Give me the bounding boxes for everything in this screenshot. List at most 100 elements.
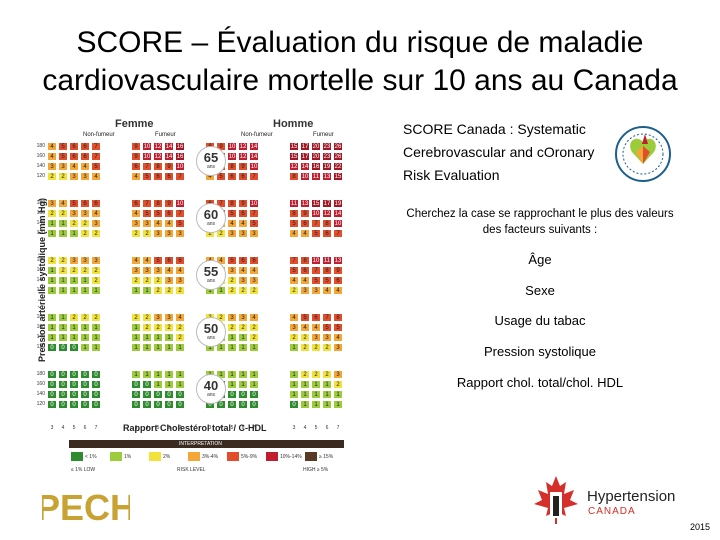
risk-cell: 10	[175, 162, 185, 171]
risk-cell: 1	[300, 380, 310, 389]
risk-cell: 5	[69, 199, 79, 208]
risk-cell: 3	[322, 333, 332, 342]
risk-cell: 9	[164, 199, 174, 208]
risk-cell: 5	[153, 256, 163, 265]
risk-cell: 3	[142, 219, 152, 228]
risk-cell: 1	[333, 400, 343, 409]
risk-cell: 2	[47, 172, 57, 181]
risk-cell: 4	[164, 266, 174, 275]
sbp-label: 120	[36, 230, 45, 236]
risk-cell: 0	[58, 380, 68, 389]
risk-cell: 3	[80, 256, 90, 265]
risk-cell: 2	[249, 333, 259, 342]
score-risk-chart: Femme Homme Non-fumeur Fumeur Non-fumeur…	[33, 112, 358, 484]
risk-cell: 3	[333, 343, 343, 352]
risk-cell: 3	[249, 229, 259, 238]
x-tick-label: 7	[252, 425, 256, 431]
risk-cell: 1	[131, 286, 141, 295]
risk-cell: 3	[153, 313, 163, 322]
risk-cell: 6	[238, 172, 248, 181]
legend-high: HIGH ≥ 5%	[303, 467, 329, 473]
risk-cell: 1	[238, 380, 248, 389]
risk-cell: 8	[227, 162, 237, 171]
risk-cell: 1	[47, 219, 57, 228]
age-unit: ans	[206, 335, 216, 341]
risk-cell: 23	[322, 142, 332, 151]
age-unit: ans	[206, 392, 216, 398]
risk-cell: 2	[91, 276, 101, 285]
risk-cell: 3	[58, 162, 68, 171]
risk-cell: 17	[300, 142, 310, 151]
risk-cell: 2	[300, 370, 310, 379]
risk-cell: 3	[47, 162, 57, 171]
risk-cell: 14	[249, 152, 259, 161]
risk-cell: 1	[153, 370, 163, 379]
x-tick-label: 6	[241, 425, 245, 431]
risk-cell: 1	[142, 333, 152, 342]
risk-cell: 1	[289, 370, 299, 379]
risk-cell: 2	[142, 229, 152, 238]
risk-cell: 6	[322, 229, 332, 238]
risk-cell: 0	[69, 400, 79, 409]
risk-cell: 4	[69, 162, 79, 171]
risk-cell: 1	[175, 370, 185, 379]
risk-cell: 12	[153, 152, 163, 161]
risk-cell: 4	[300, 229, 310, 238]
risk-cell: 0	[238, 400, 248, 409]
risk-cell: 7	[333, 229, 343, 238]
risk-cell: 19	[333, 199, 343, 208]
risk-cell: 0	[142, 380, 152, 389]
risk-cell: 12	[289, 162, 299, 171]
risk-cell: 7	[322, 313, 332, 322]
risk-cell: 1	[58, 229, 68, 238]
risk-cell: 4	[131, 172, 141, 181]
x-tick-label: 7	[178, 425, 182, 431]
risk-cell: 4	[289, 313, 299, 322]
risk-cell: 1	[153, 380, 163, 389]
risk-cell: 2	[249, 323, 259, 332]
risk-cell: 1	[69, 286, 79, 295]
risk-cell: 6	[131, 199, 141, 208]
risk-cell: 0	[80, 380, 90, 389]
risk-cell: 1	[249, 343, 259, 352]
risk-cell: 5	[300, 313, 310, 322]
risk-cell: 2	[164, 323, 174, 332]
risk-cell: 8	[153, 162, 163, 171]
risk-cell: 0	[142, 390, 152, 399]
male-nonsmoker-label: Non-fumeur	[241, 132, 273, 138]
sbp-label: 140	[36, 220, 45, 226]
risk-cell: 2	[80, 219, 90, 228]
risk-cell: 2	[142, 313, 152, 322]
risk-cell: 3	[131, 266, 141, 275]
risk-cell: 1	[47, 333, 57, 342]
risk-cell: 3	[91, 256, 101, 265]
sbp-label: 140	[36, 391, 45, 397]
risk-cell: 4	[91, 172, 101, 181]
legend-swatch	[188, 452, 200, 461]
risk-cell: 0	[91, 390, 101, 399]
legend-item-label: ≥ 15%	[319, 454, 334, 460]
x-tick-label: 4	[303, 425, 307, 431]
risk-cell: 8	[153, 199, 163, 208]
risk-cell: 6	[175, 256, 185, 265]
sbp-label: 180	[36, 257, 45, 263]
risk-cell: 11	[311, 172, 321, 181]
risk-cell: 5	[175, 219, 185, 228]
risk-cell: 4	[238, 266, 248, 275]
risk-cell: 4	[333, 333, 343, 342]
risk-cell: 6	[80, 152, 90, 161]
risk-cell: 1	[131, 343, 141, 352]
risk-cell: 1	[164, 333, 174, 342]
risk-cell: 0	[164, 390, 174, 399]
risk-cell: 1	[153, 333, 163, 342]
risk-cell: 1	[91, 286, 101, 295]
risk-cell: 0	[175, 390, 185, 399]
legend-item-label: 1%	[124, 454, 132, 460]
risk-cell: 2	[311, 343, 321, 352]
risk-cell: 1	[227, 333, 237, 342]
factor-cholesterol-ratio: Rapport chol. total/chol. HDL	[456, 375, 624, 390]
risk-cell: 6	[69, 152, 79, 161]
risk-cell: 0	[47, 390, 57, 399]
risk-cell: 8	[289, 209, 299, 218]
risk-cell: 4	[91, 209, 101, 218]
